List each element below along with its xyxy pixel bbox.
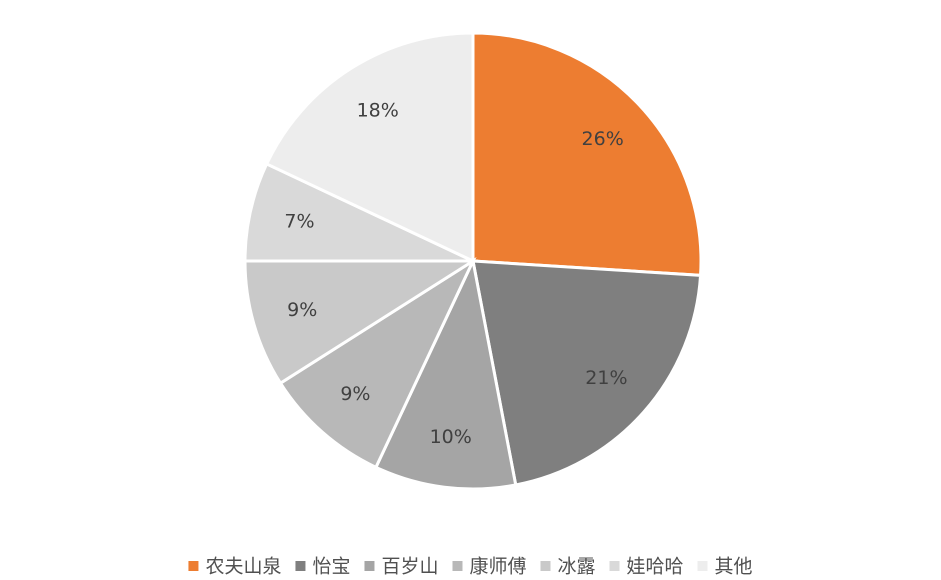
value-label: 18% [357,99,399,121]
legend-swatch [188,561,199,571]
pie-slice [264,31,475,264]
legend-swatch [452,561,463,571]
legend-label: 农夫山泉 [205,556,281,578]
value-label: 7% [284,211,314,233]
legend-label: 娃哈哈 [627,556,684,578]
legend-swatch [697,561,708,571]
value-label: 21% [585,367,627,389]
legend-swatch [364,561,375,571]
pie-slice [278,256,477,470]
pie-slice [471,31,703,277]
pie-slice [373,256,518,491]
legend-swatch [295,561,306,571]
value-label: 10% [430,426,472,448]
legend-label: 怡宝 [312,556,350,578]
legend: 农夫山泉 怡宝 百岁山 康师傅 冰露 娃哈哈 其他 [188,556,753,578]
legend-label: 其他 [715,556,753,578]
pie-slice [243,259,479,386]
legend-swatch [609,561,620,571]
legend-swatch [540,561,551,571]
legend-label: 百岁山 [381,556,438,578]
legend-label: 冰露 [558,556,596,578]
legend-label: 康师傅 [469,556,526,578]
value-label: 9% [340,383,370,405]
pie-slice [471,259,703,487]
value-label: 26% [582,128,624,150]
value-label: 9% [287,299,317,321]
